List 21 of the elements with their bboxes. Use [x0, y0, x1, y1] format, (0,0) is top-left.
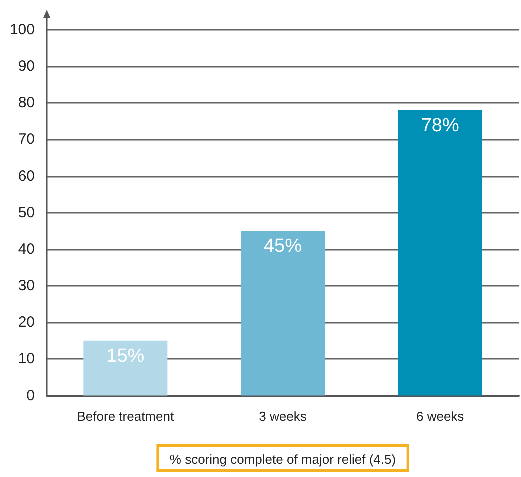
- y-tick-label: 0: [26, 387, 35, 404]
- x-axis-title: % scoring complete of major relief (4.5): [170, 452, 396, 467]
- y-tick-label: 90: [18, 58, 35, 76]
- y-tick-label: 30: [18, 278, 35, 295]
- y-tick-label: 10: [18, 350, 35, 368]
- bar: [241, 231, 325, 396]
- y-tick-label: 70: [18, 131, 35, 148]
- bar: [398, 110, 482, 396]
- y-tick-label: 40: [18, 240, 35, 258]
- data-label: 78%: [421, 115, 460, 136]
- y-tick-label: 80: [18, 94, 35, 112]
- x-tick-label: 3 weeks: [259, 408, 308, 424]
- x-tick-label: Before treatment: [77, 408, 174, 424]
- bar: [84, 340, 168, 396]
- y-tick-label: 60: [18, 168, 35, 185]
- y-tick-label: 50: [18, 204, 35, 222]
- x-tick-label: 6 weeks: [416, 408, 465, 424]
- data-label: 45%: [264, 236, 302, 258]
- y-tick-label: 100: [10, 22, 35, 38]
- y-tick-label: 20: [18, 314, 35, 332]
- data-label: 15%: [106, 346, 145, 367]
